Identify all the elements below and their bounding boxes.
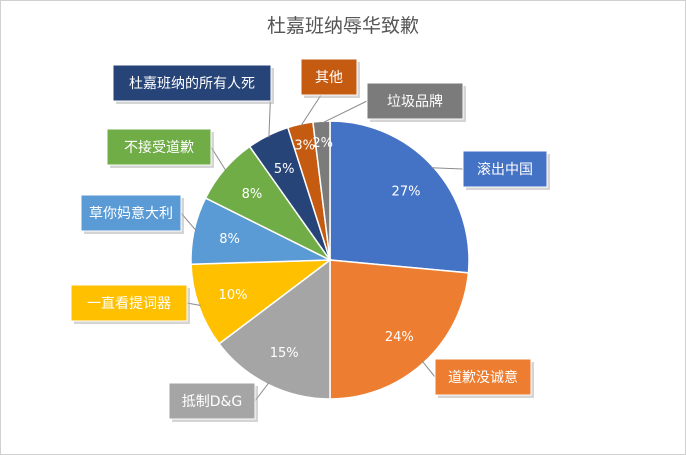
- callout-box-slice-5: [80, 194, 182, 232]
- chart-title: 杜嘉班纳辱华致歉: [267, 15, 419, 37]
- pie-slice-1: [329, 120, 470, 274]
- callout-slice-8: 其他: [300, 58, 360, 98]
- callout-slice-1: 滚出中国: [462, 150, 550, 190]
- callout-box-slice-4: [70, 284, 188, 322]
- callout-slice-7: 杜嘉班纳的所有人死: [112, 64, 274, 104]
- callout-slice-6: 不接受道歉: [106, 128, 214, 168]
- leader-line-slice-9: [321, 100, 368, 124]
- pct-label-slice-7: 5%: [274, 162, 295, 177]
- callout-slice-4: 一直看提词器: [70, 284, 190, 324]
- pct-label-slice-5: 8%: [219, 232, 240, 247]
- callout-label-slice-1: 滚出中国: [477, 161, 533, 178]
- pct-label-slice-6: 8%: [242, 187, 263, 202]
- pct-label-slice-8: 3%: [294, 139, 315, 154]
- leader-line-slice-8: [300, 94, 322, 127]
- callout-label-slice-9: 垃圾品牌: [387, 93, 443, 110]
- callout-label-slice-4: 一直看提词器: [87, 295, 171, 312]
- pct-label-slice-3: 15%: [270, 346, 299, 361]
- pct-label-slice-4: 10%: [219, 288, 248, 303]
- callout-slice-3: 抵制D&G: [168, 382, 258, 422]
- callout-box-slice-3: [168, 382, 256, 420]
- callout-label-slice-5: 草你妈意大利: [89, 205, 173, 222]
- pct-label-slice-2: 24%: [385, 330, 414, 345]
- pie-slice-4: [190, 259, 333, 345]
- pct-label-slice-1: 27%: [392, 185, 421, 200]
- callout-box-slice-8: [300, 58, 358, 96]
- callout-box-slice-7: [112, 64, 272, 102]
- callout-label-slice-2: 道歉没诚意: [448, 369, 518, 386]
- leader-line-slice-1: [431, 167, 464, 170]
- callout-box-slice-2: [434, 358, 532, 396]
- pct-label-slice-9: 2%: [312, 136, 333, 151]
- callout-box-slice-9: [366, 82, 464, 120]
- callout-slice-9: 垃圾品牌: [366, 82, 466, 122]
- pie-slice-9: [312, 120, 331, 261]
- callout-label-slice-8: 其他: [315, 70, 343, 86]
- callout-label-slice-7: 杜嘉班纳的所有人死: [129, 76, 255, 92]
- callout-slice-2: 道歉没诚意: [434, 358, 534, 398]
- callout-slice-5: 草你妈意大利: [80, 194, 184, 234]
- callout-label-slice-3: 抵制D&G: [182, 394, 243, 410]
- callout-box-slice-6: [106, 128, 212, 166]
- callout-box-slice-1: [462, 150, 548, 188]
- callout-label-slice-6: 不接受道歉: [124, 139, 194, 156]
- leader-line-slice-2: [421, 360, 436, 378]
